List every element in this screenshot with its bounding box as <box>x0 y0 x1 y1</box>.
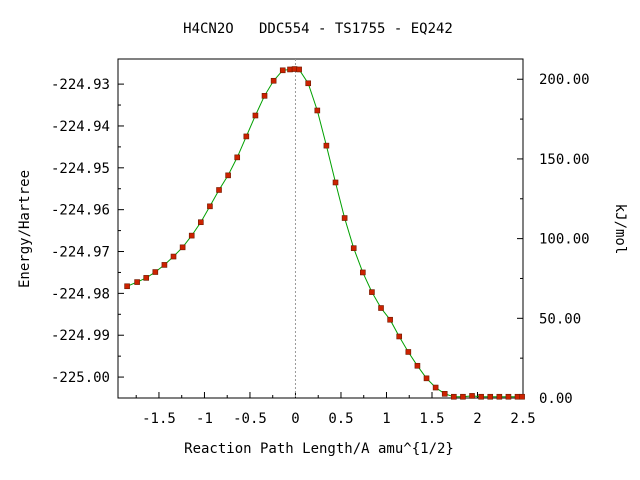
data-point <box>216 187 222 193</box>
data-point <box>134 279 140 285</box>
y-tick-label: -224.94 <box>51 119 110 135</box>
data-point <box>179 244 186 251</box>
y2-axis-label: kJ/mol <box>612 204 628 255</box>
data-point <box>291 66 298 72</box>
plot-frame <box>117 58 524 399</box>
data-point <box>341 215 348 221</box>
data-point <box>405 349 412 355</box>
y-tick-label: -224.93 <box>51 77 110 93</box>
data-point <box>161 262 168 268</box>
data-point <box>270 77 277 84</box>
y2-tick-label: 150.00 <box>539 152 590 168</box>
data-point <box>170 253 177 260</box>
data-point <box>378 305 384 311</box>
data-point <box>496 393 503 400</box>
x-tick-label: 2.5 <box>510 411 535 427</box>
data-point <box>350 245 357 251</box>
y-tick-label: -224.97 <box>51 245 110 261</box>
data-point <box>360 269 366 276</box>
data-point <box>460 393 466 400</box>
data-point <box>188 232 195 239</box>
x-tick-label: 1.5 <box>419 411 444 427</box>
x-tick-label: -1.5 <box>142 411 176 427</box>
x-tick-label: -0.5 <box>233 411 267 427</box>
y2-axis-ticks: 200.00 150.00 100.00 50.00 0.00 <box>517 72 590 407</box>
data-point <box>514 393 521 400</box>
data-point <box>124 283 130 290</box>
data-point <box>152 269 159 275</box>
data-point <box>323 142 330 149</box>
series-line <box>126 68 523 398</box>
y2-tick-label: 100.00 <box>539 232 590 248</box>
x-tick-label: 2 <box>473 411 481 427</box>
y2-tick-label: 0.00 <box>539 391 573 407</box>
data-point <box>198 219 204 226</box>
data-point <box>279 67 286 74</box>
data-point <box>396 333 403 340</box>
x-tick-label: 0 <box>291 411 299 427</box>
y-tick-label: -224.95 <box>51 161 110 177</box>
chart-title: H4CN2O DDC554 - TS1755 - EQ242 <box>183 21 453 37</box>
data-point <box>519 393 525 400</box>
data-point <box>414 362 421 369</box>
data-point <box>423 375 430 382</box>
data-point <box>252 112 259 119</box>
x-tick-label: -1 <box>196 411 213 427</box>
data-point <box>451 393 457 400</box>
data-point <box>432 384 439 391</box>
data-point <box>314 107 321 114</box>
data-point <box>387 316 393 323</box>
x-axis-label: Reaction Path Length/A amu^{1/2} <box>184 441 454 457</box>
data-point <box>505 393 512 400</box>
data-point <box>243 133 250 140</box>
data-point <box>296 66 302 73</box>
data-point <box>369 289 375 295</box>
data-point <box>469 393 475 399</box>
data-point <box>225 172 231 179</box>
y-tick-label: -224.96 <box>51 203 110 219</box>
x-axis-ticks: -1.5 -1 -0.5 0 0.5 1 1.5 2 2.5 <box>135 392 536 427</box>
data-point <box>287 66 293 73</box>
y-axis-ticks: -224.93 -224.94 -224.95 -224.96 -224.97 -224.… <box>51 77 124 386</box>
data-point <box>478 393 484 400</box>
x-tick-label: 0.5 <box>328 411 353 427</box>
y-tick-label: -225.00 <box>51 370 110 386</box>
data-point <box>207 203 213 210</box>
y2-tick-label: 50.00 <box>539 311 581 327</box>
energy-series <box>124 66 525 400</box>
data-point <box>332 179 339 186</box>
y-tick-label: -224.99 <box>51 328 110 344</box>
y-axis-label: Energy/Hartree <box>17 170 33 288</box>
x-tick-label: 1 <box>382 411 390 427</box>
data-point <box>143 275 150 281</box>
data-point <box>234 154 241 161</box>
y2-tick-label: 200.00 <box>539 72 590 88</box>
data-point <box>305 80 312 87</box>
data-point <box>487 393 494 400</box>
data-point <box>261 93 268 99</box>
data-point <box>441 391 448 397</box>
y-tick-label: -224.98 <box>51 286 110 302</box>
